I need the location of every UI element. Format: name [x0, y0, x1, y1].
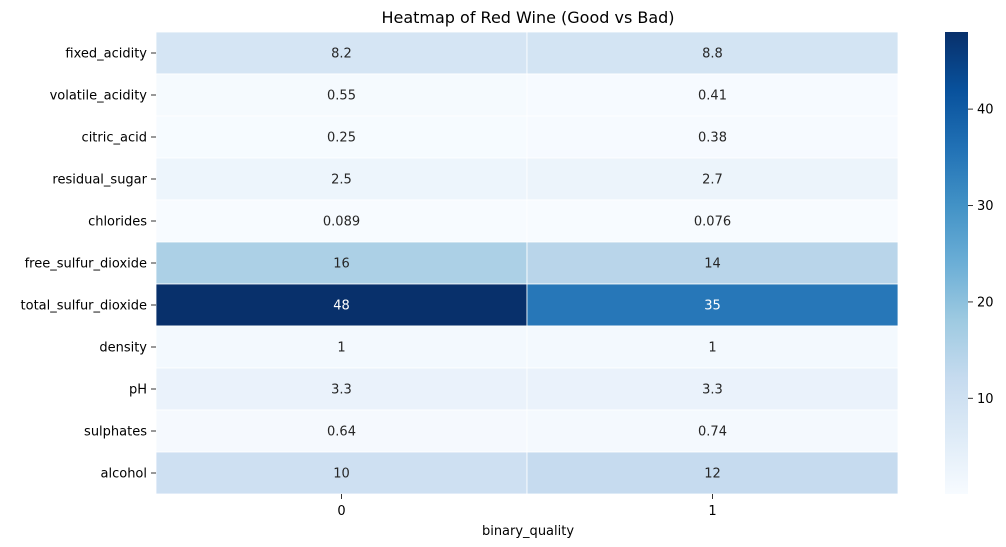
y-axis: fixed_acidity volatile_acidity citric_acid… [21, 47, 156, 482]
heatmap-cell [526, 367, 899, 411]
heatmap-cell-labels: 8.2 8.8 0.55 0.41 0.25 0.38 2.5 2.7 0.089 0.076 16… [323, 47, 731, 482]
cell-value-label: 3.3 [331, 383, 352, 398]
cell-value-label: 8.2 [331, 47, 352, 62]
heatmap-cell [526, 115, 899, 159]
y-tick-label: fixed_acidity [65, 47, 147, 62]
cell-value-label: 0.25 [327, 131, 356, 146]
cell-value-label: 2.7 [702, 173, 723, 188]
cell-value-label: 12 [704, 467, 721, 482]
heatmap-cell [155, 451, 528, 495]
cell-value-label: 0.74 [698, 425, 727, 440]
heatmap-cell [155, 367, 528, 411]
cell-value-label: 48 [333, 299, 350, 314]
x-tick-label: 1 [708, 504, 716, 519]
colorbar-gradient [945, 32, 968, 494]
heatmap-cell [526, 73, 899, 117]
cell-value-label: 1 [337, 341, 345, 356]
heatmap-cell [155, 325, 528, 369]
cell-value-label: 1 [708, 341, 716, 356]
cell-value-label: 0.076 [694, 215, 731, 230]
heatmap-cell [155, 73, 528, 117]
cell-value-label: 35 [704, 299, 721, 314]
cell-value-label: 2.5 [331, 173, 352, 188]
y-tick-label: volatile_acidity [50, 89, 148, 104]
colorbar-tick-label: 20 [977, 295, 994, 310]
heatmap-cell [155, 115, 528, 159]
y-tick-label: chlorides [88, 215, 147, 230]
heatmap-cell [526, 451, 899, 495]
heatmap-cell [155, 31, 528, 75]
y-tick-label: density [99, 341, 147, 356]
y-tick-label: sulphates [84, 425, 147, 440]
cell-value-label: 0.64 [327, 425, 356, 440]
cell-value-label: 16 [333, 257, 350, 272]
cell-value-label: 14 [704, 257, 721, 272]
y-tick-label: residual_sugar [52, 173, 147, 188]
y-tick-label: free_sulfur_dioxide [25, 257, 147, 272]
heatmap-cell [526, 199, 899, 243]
colorbar-tick-label: 30 [977, 199, 994, 214]
heatmap-cell [526, 157, 899, 201]
heatmap-cell [526, 31, 899, 75]
cell-value-label: 0.089 [323, 215, 360, 230]
cell-value-label: 8.8 [702, 47, 723, 62]
cell-value-label: 0.41 [698, 89, 727, 104]
cell-value-label: 10 [333, 467, 350, 482]
cell-value-label: 0.38 [698, 131, 727, 146]
colorbar-tick-label: 40 [977, 103, 994, 118]
y-tick-label: total_sulfur_dioxide [21, 299, 147, 314]
heatmap-cell [526, 409, 899, 453]
heatmap-cell [526, 325, 899, 369]
x-axis-label: binary_quality [482, 524, 574, 539]
colorbar-tick-label: 10 [977, 392, 994, 407]
heatmap-cell [526, 241, 899, 285]
heatmap-cell [526, 283, 899, 327]
cell-value-label: 0.55 [327, 89, 356, 104]
heatmap-cell [155, 409, 528, 453]
y-tick-label: pH [129, 383, 147, 398]
heatmap-cells [155, 31, 899, 495]
y-tick-label: alcohol [101, 467, 147, 482]
cell-value-label: 3.3 [702, 383, 723, 398]
heatmap-cell [155, 283, 528, 327]
chart-title: Heatmap of Red Wine (Good vs Bad) [381, 8, 674, 27]
colorbar: 10 20 30 40 [945, 32, 994, 494]
x-tick-label: 0 [337, 504, 345, 519]
y-tick-label: citric_acid [82, 131, 147, 146]
